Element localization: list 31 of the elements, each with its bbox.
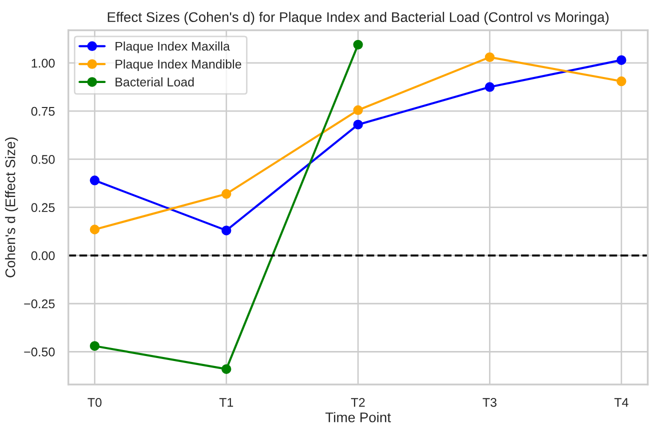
point <box>222 189 232 199</box>
y-tick-label: 0.25 <box>31 203 55 212</box>
y-axis-title: Cohen's d (Effect Size) <box>5 138 18 278</box>
point <box>484 82 495 92</box>
y-tick-label: 0.75 <box>31 106 55 116</box>
point <box>222 364 232 374</box>
y-tick-label: −0.50 <box>24 348 55 356</box>
y-tick-label: −0.25 <box>24 299 55 308</box>
x-tick-label: T0 <box>88 398 102 407</box>
point <box>353 105 363 115</box>
point <box>90 341 100 351</box>
x-tick-label: T4 <box>614 398 628 407</box>
y-tick-label: 0.50 <box>31 155 55 164</box>
point <box>616 55 626 65</box>
x-tick-label: T3 <box>482 398 496 407</box>
chart-title: Effect Sizes (Cohen's d) for Plaque Index and Bacterial Load (Control vs Moringa) <box>108 12 609 25</box>
point <box>484 52 495 62</box>
x-tick-label: T2 <box>351 398 365 407</box>
point <box>616 76 626 86</box>
point <box>90 224 100 234</box>
x-tick-label: T1 <box>219 398 234 407</box>
y-tick-label: 1.00 <box>32 58 55 68</box>
legend-label: Plaque Index Mandible <box>116 59 242 72</box>
y-tick-label: 0.00 <box>31 251 55 260</box>
point <box>353 40 363 50</box>
legend-label: Plaque Index Maxilla <box>116 41 230 54</box>
x-axis-title: Time Point <box>325 412 391 422</box>
point <box>353 120 363 130</box>
point <box>222 226 232 236</box>
point <box>90 176 100 186</box>
legend-label: Bacterial Load <box>116 77 194 86</box>
